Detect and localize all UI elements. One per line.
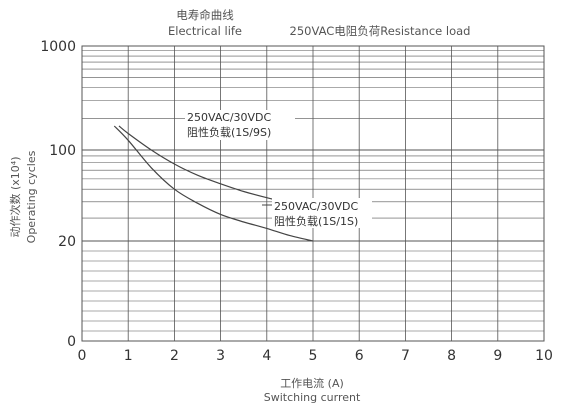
- x-tick-label: 9: [493, 348, 502, 364]
- x-tick-label: 3: [216, 348, 225, 364]
- series-2-line: [113, 125, 314, 242]
- chart-title-en: Electrical life: [168, 24, 242, 38]
- y-axis-title-cn: 动作次数 (x10⁴): [8, 157, 22, 238]
- series-1-label-line2: 阻性负载(1S/9S): [187, 125, 271, 139]
- y-tick-label: 0: [67, 334, 76, 350]
- plot-grid: [81, 45, 545, 342]
- series-2-label-line2: 阻性负载(1S/1S): [274, 214, 358, 228]
- y-tick-label: 20: [58, 234, 76, 250]
- series-2-label-line1: 250VAC/30VDC: [274, 200, 359, 213]
- chart-title-cn: 电寿命曲线: [176, 8, 234, 22]
- y-tick-labels: 0 20 100 1000: [40, 39, 76, 350]
- chart-subtitle: 250VAC电阻负荷Resistance load: [290, 24, 471, 38]
- y-tick-label: 1000: [40, 39, 76, 55]
- y-axis-title-en: Operating cycles: [25, 150, 38, 243]
- x-tick-label: 4: [262, 348, 271, 364]
- x-tick-label: 6: [355, 348, 364, 364]
- x-tick-label: 8: [447, 348, 456, 364]
- x-tick-label: 2: [170, 348, 179, 364]
- y-tick-label: 100: [49, 143, 76, 159]
- x-tick-label: 7: [401, 348, 410, 364]
- x-tick-labels: 0 1 2 3 4 5 6 7 8 9 10: [78, 348, 553, 364]
- series-1-label-bg: [185, 110, 295, 140]
- series-1-label-line1: 250VAC/30VDC: [187, 111, 272, 124]
- x-tick-label: 1: [124, 348, 133, 364]
- x-tick-label: 0: [78, 348, 87, 364]
- x-axis-title-cn: 工作电流 (A): [280, 376, 344, 390]
- x-axis-title-en: Switching current: [264, 391, 361, 404]
- x-tick-label: 5: [309, 348, 318, 364]
- x-tick-label: 10: [535, 348, 553, 364]
- series-2-label-bg: [272, 198, 372, 228]
